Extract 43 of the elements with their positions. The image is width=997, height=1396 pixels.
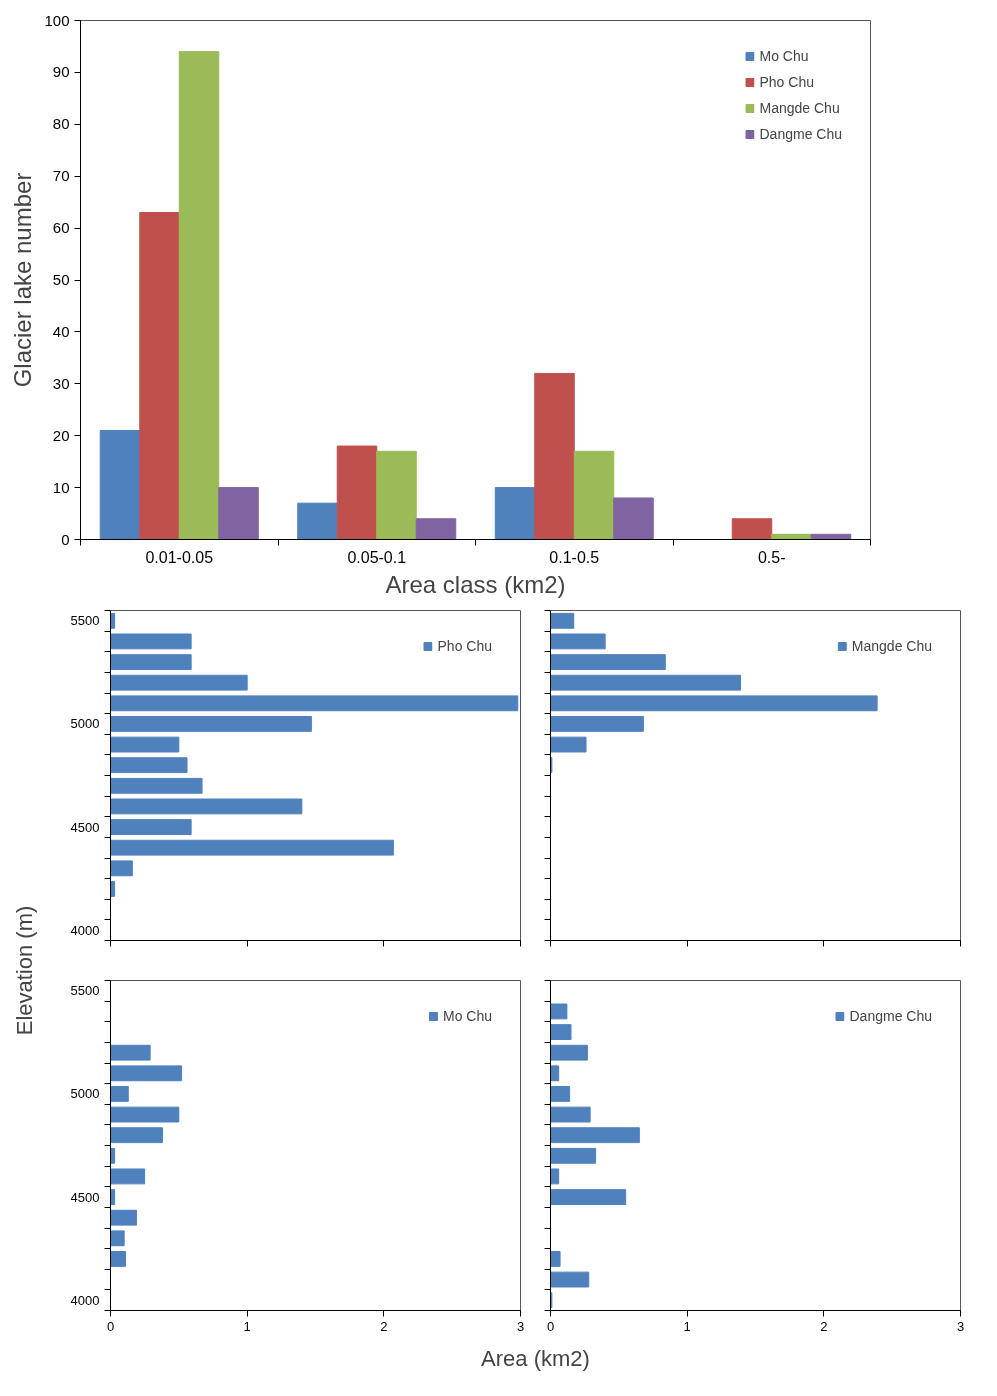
x-tick-label: 0.01-0.05 — [145, 548, 214, 566]
y-tick-label: 5500 — [70, 613, 100, 629]
legend-label: Mangde Chu — [759, 100, 840, 116]
y-tick-label: 5000 — [70, 1086, 100, 1102]
y-axis-title: Glacier lake number — [9, 172, 37, 388]
legend-label: Dangme Chu — [849, 1008, 932, 1024]
x-tick-label: 3 — [516, 1318, 525, 1334]
legend-label: Pho Chu — [437, 638, 492, 654]
legend-label: Mo Chu — [442, 1008, 492, 1024]
x-tick-label: 0.1-0.5 — [549, 548, 600, 566]
y-tick-label: 0 — [61, 530, 70, 548]
x-tick-label: 3 — [956, 1318, 965, 1334]
x-tick-label: 1 — [683, 1318, 691, 1334]
y-tick-label: 50 — [52, 271, 70, 288]
x-tick-label: 0 — [546, 1318, 555, 1334]
y-tick-label: 4500 — [70, 819, 100, 835]
y-tick-label: 4000 — [70, 1292, 100, 1308]
x-tick-label: 2 — [820, 1318, 828, 1334]
y-tick-label: 10 — [52, 478, 70, 496]
y-tick-label: 4500 — [70, 1189, 100, 1205]
y-tick-label: 70 — [52, 167, 70, 185]
y-tick-label: 40 — [52, 322, 70, 340]
y-tick-label: 100 — [44, 11, 70, 29]
legend-label: Mangde Chu — [851, 638, 932, 654]
y-tick-label: 5000 — [70, 716, 100, 732]
y-tick-label: 90 — [52, 63, 70, 81]
x-tick-label: 0 — [106, 1318, 115, 1334]
x-axis-title: Area class (km2) — [385, 570, 566, 598]
legend-label: Dangme Chu — [759, 126, 842, 142]
x-tick-label: 2 — [380, 1318, 388, 1334]
legend-label: Mo Chu — [759, 48, 809, 64]
y-tick-label: 80 — [52, 115, 70, 133]
y-tick-label: 30 — [52, 374, 70, 392]
x-tick-label: 1 — [243, 1318, 251, 1334]
y-tick-label: 20 — [52, 426, 70, 444]
x-tick-label: 0.05-0.1 — [347, 548, 407, 566]
x-tick-label: 0.5- — [757, 548, 786, 566]
x-axis-title: Area (km2) — [481, 1346, 590, 1371]
y-axis-title: Elevation (m) — [12, 905, 37, 1036]
legend-label: Pho Chu — [759, 74, 814, 90]
y-tick-label: 4000 — [70, 922, 100, 938]
y-tick-label: 60 — [52, 219, 70, 237]
y-tick-label: 5500 — [70, 983, 100, 999]
